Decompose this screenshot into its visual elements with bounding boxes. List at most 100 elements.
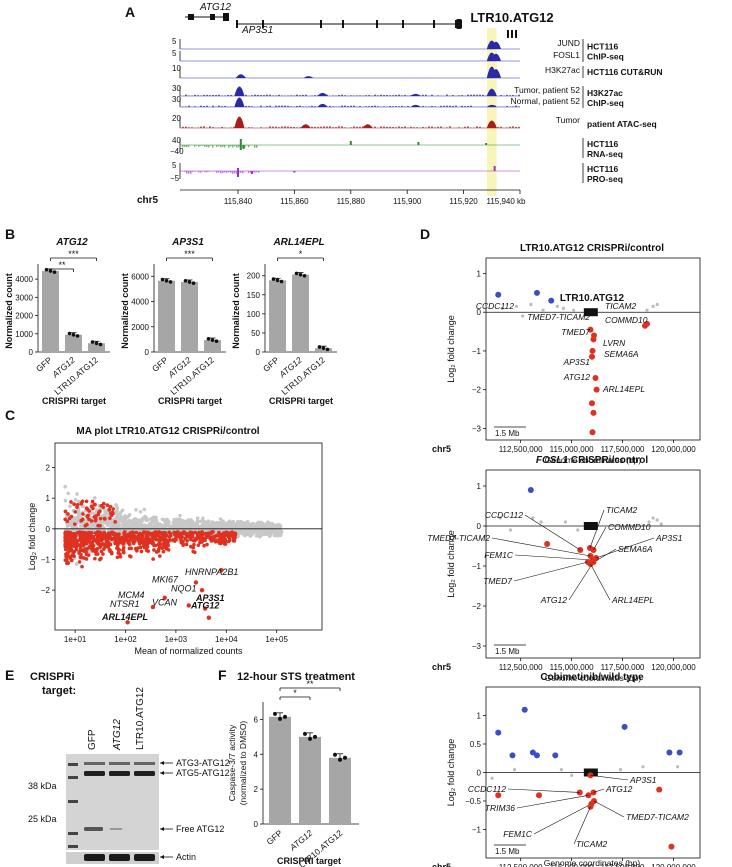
track-signal <box>234 171 236 174</box>
track-peak <box>486 120 497 128</box>
track-signal <box>500 95 502 96</box>
b-y-tick-label: 3000 <box>15 293 33 302</box>
c-point-gray <box>190 519 195 524</box>
c-point-gray <box>256 531 261 535</box>
track-signal <box>422 126 424 128</box>
c-point-gray <box>121 523 125 528</box>
e-label-actin: Actin <box>176 852 196 862</box>
track-signal <box>188 105 190 107</box>
track-signal <box>237 168 239 171</box>
c-point-red <box>168 531 173 536</box>
track-signal <box>515 105 517 107</box>
track-signal <box>389 95 391 96</box>
c-point-red <box>121 548 126 553</box>
c-point-gray <box>141 516 145 521</box>
c-point-red <box>152 548 156 552</box>
c-x-tick-label: 1e+05 <box>265 635 288 644</box>
ltr10-element-box <box>583 522 598 530</box>
c-point-red <box>98 533 103 537</box>
b-point <box>52 270 57 274</box>
track-signal <box>422 94 424 96</box>
track-signal <box>256 171 258 173</box>
d-leader-line <box>590 775 629 781</box>
b-chart-title: ARL14EPL <box>272 237 324 248</box>
c-point-gray <box>114 515 119 520</box>
b-sig-label: ** <box>58 260 66 270</box>
c-point-red <box>70 537 74 542</box>
track-signal <box>256 145 258 148</box>
track-signal <box>416 106 418 107</box>
track-signal <box>476 94 478 96</box>
f-bar <box>299 736 321 824</box>
c-point-red <box>144 535 149 540</box>
c-point-red <box>81 512 85 516</box>
e-ladder-band <box>68 832 78 835</box>
track-signal <box>440 126 442 128</box>
track-signal <box>233 126 235 128</box>
b-y-tick-label: 0 <box>29 348 34 357</box>
d-y-tick-label: 0 <box>477 522 482 531</box>
b-xtitle: CRISPRi target <box>158 396 222 406</box>
track-name: Tumor, patient 52 <box>514 85 580 95</box>
c-point-gray <box>160 517 165 522</box>
group-proseq-2: PRO-seq <box>587 174 623 184</box>
c-point-gray <box>148 525 152 530</box>
e-label-free-atg12: Free ATG12 <box>176 824 224 834</box>
track-signal <box>353 126 355 128</box>
d-x-tick-label: 117,500,000 <box>601 663 645 672</box>
track-signal <box>494 126 496 128</box>
c-point-gray <box>191 527 195 532</box>
exon-mark <box>402 20 404 28</box>
c-point-red <box>129 531 133 536</box>
track-signal <box>194 171 196 172</box>
c-gene-point <box>186 603 191 608</box>
track-signal <box>419 95 421 96</box>
track-signal <box>341 94 343 96</box>
track-scale: 5 <box>172 37 177 46</box>
track-signal <box>272 126 274 128</box>
c-point-red <box>72 554 76 558</box>
c-point-red <box>161 549 166 554</box>
c-y-tick-label: 0 <box>46 525 51 534</box>
d-point-gray <box>508 528 513 532</box>
b-y-tick-label: 4000 <box>131 298 149 307</box>
b-point <box>191 281 196 285</box>
track-signal <box>410 95 412 96</box>
f-bar <box>269 716 291 824</box>
d-ylabel: Log₂ fold change <box>446 739 456 807</box>
track-signal <box>278 105 280 107</box>
c-point-gray <box>157 523 162 528</box>
b-y-tick-label: 2000 <box>131 323 149 332</box>
c-point-red <box>107 508 112 512</box>
track-signal <box>518 94 520 96</box>
f-x-tick-label: ATG12 <box>287 828 315 853</box>
track-signal <box>515 127 517 128</box>
c-point-red <box>151 557 155 561</box>
track-signal <box>491 106 493 107</box>
track-signal <box>417 142 420 145</box>
d-x-tick-label: 120,000,000 <box>651 445 696 454</box>
d-y-tick-label: −3 <box>472 642 482 651</box>
d-point-gray <box>539 520 543 524</box>
c-point-gray <box>171 520 176 525</box>
c-point-red <box>78 547 83 552</box>
track-signal <box>386 126 388 128</box>
c-point-gray <box>231 519 236 524</box>
track-signal <box>401 105 403 107</box>
c-point-gray <box>278 533 283 538</box>
c-point-red <box>180 541 184 545</box>
track-signal <box>425 94 427 96</box>
group-hct116-chip-2: ChIP-seq <box>587 52 624 62</box>
ltr10-highlight <box>486 28 497 196</box>
track-signal <box>239 127 241 128</box>
c-gene-label: MCM4 <box>118 590 145 600</box>
track-signal <box>506 105 508 107</box>
c-frame <box>54 442 323 631</box>
exon-mark <box>433 20 435 28</box>
c-point-gray <box>87 549 92 553</box>
d-xlabel-last: Genome coordinates (bp) <box>544 858 641 867</box>
c-point-red <box>77 560 82 564</box>
c-point-gray <box>74 562 79 566</box>
f-title: 12-hour STS treatment <box>237 671 355 683</box>
c-point-gray <box>76 514 81 519</box>
